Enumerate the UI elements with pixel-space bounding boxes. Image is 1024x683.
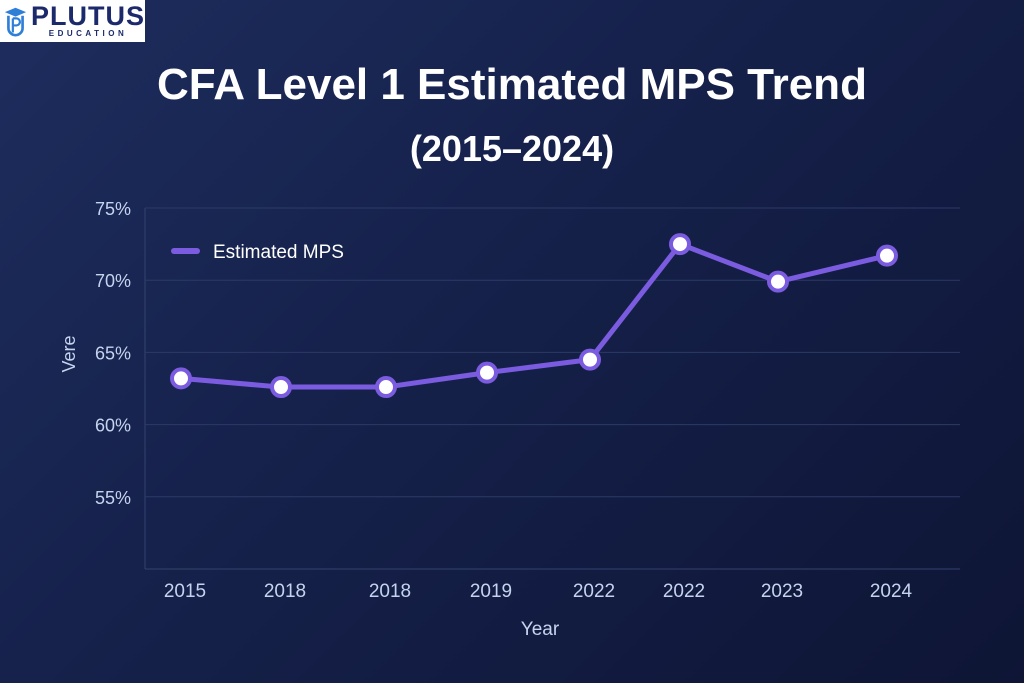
- y-tick-label: 55%: [95, 488, 131, 508]
- x-tick-label: 2019: [470, 581, 512, 602]
- x-tick-label: 2022: [573, 581, 615, 602]
- x-tick-label: 2022: [663, 581, 705, 602]
- y-tick-label: 75%: [95, 199, 131, 219]
- series-line: [180, 241, 888, 390]
- data-point: [579, 348, 601, 371]
- plutus-logo: PLUTUS EDUCATION: [0, 0, 145, 42]
- data-point: [669, 233, 691, 256]
- chart-subtitle: (2015–2024): [409, 128, 615, 169]
- x-tick-label: 2023: [761, 581, 803, 602]
- data-point: [876, 244, 898, 267]
- graduation-cap-icon: [4, 7, 27, 37]
- legend: Estimated MPS: [171, 242, 344, 263]
- y-tick-label: 60%: [95, 416, 131, 436]
- x-tick-label: 2018: [369, 581, 411, 602]
- x-tick-label: 2015: [164, 581, 206, 602]
- data-point: [170, 367, 192, 390]
- x-axis-label: Year: [521, 619, 560, 640]
- y-tick-label: 65%: [95, 343, 131, 363]
- logo-sub: EDUCATION: [48, 29, 128, 38]
- legend-label: Estimated MPS: [213, 242, 344, 263]
- data-point: [270, 376, 292, 399]
- x-tick-label: 2018: [264, 581, 306, 602]
- data-point: [476, 361, 498, 384]
- data-point: [375, 376, 397, 399]
- data-point: [767, 270, 789, 293]
- x-tick-label: 2024: [870, 581, 913, 602]
- logo-brand: PLUTUS: [31, 1, 145, 31]
- chart-title: CFA Level 1 Estimated MPS Trend: [157, 60, 867, 109]
- y-axis-label: Vere: [59, 335, 79, 372]
- y-tick-label: 70%: [95, 271, 131, 291]
